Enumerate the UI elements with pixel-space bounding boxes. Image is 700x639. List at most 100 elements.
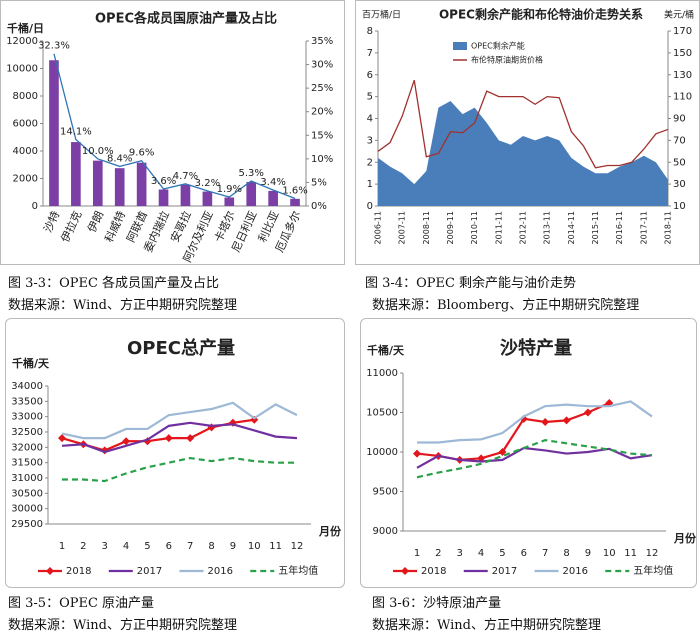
chart: OPEC总产量 29500300003050031000315003200032…	[5, 318, 345, 588]
line	[416, 402, 610, 462]
line	[417, 400, 653, 444]
caption: 图 3-3：OPEC 各成员国产量及占比	[8, 276, 220, 291]
x-tick-label: 2010-11	[470, 211, 479, 244]
data-label: 3.2%	[195, 178, 220, 189]
y2-tick-label: 0%	[311, 201, 327, 212]
x-tick-label: 2014-11	[567, 211, 576, 244]
line	[377, 80, 669, 169]
y-tick-label: 10000	[366, 447, 398, 458]
x-axis-label: 月份	[318, 524, 342, 538]
y2-tick-label: 30	[673, 179, 686, 190]
bar	[180, 184, 191, 206]
x-tick-label: 伊拉克	[58, 209, 85, 245]
x-tick-label: 2018-11	[664, 211, 673, 244]
x-tick-label: 8	[563, 548, 569, 559]
bar	[71, 142, 81, 206]
x-tick-label: 2016-11	[615, 211, 624, 244]
y2-tick-label: 50	[673, 157, 686, 168]
bar	[158, 189, 169, 206]
y-tick-label: 7	[367, 48, 373, 59]
y-axis-label: 千桶/天	[367, 343, 405, 357]
legend-label: 2017	[137, 566, 162, 577]
x-tick-label: 2	[435, 548, 441, 559]
marker	[58, 434, 66, 443]
x-tick-label: 2008-11	[422, 211, 431, 244]
legend-label: 2016	[563, 566, 588, 577]
bar	[136, 162, 147, 206]
y2-tick-label: 25%	[311, 83, 333, 94]
y-tick-label: 6000	[13, 119, 38, 130]
y-tick-label: 12000	[6, 36, 38, 47]
y-tick-label: 30000	[11, 504, 43, 515]
line	[62, 456, 297, 483]
data-label: 8.4%	[107, 153, 132, 164]
marker	[122, 437, 131, 446]
data-label: 4.7%	[173, 171, 198, 182]
y2-tick-label: 10	[673, 201, 686, 212]
y-axis-label: 千桶/日	[7, 21, 44, 35]
x-tick-label: 6	[521, 548, 527, 559]
x-tick-label: 2012-11	[519, 211, 528, 244]
x-tick-label: 12	[291, 541, 304, 552]
legend-marker	[401, 567, 409, 575]
source: 数据来源：Bloomberg、方正中期研究院整理	[372, 298, 640, 313]
y-tick-label: 0	[32, 201, 38, 212]
legend-marker	[46, 567, 54, 575]
bar	[246, 181, 257, 206]
x-tick-label: 10	[248, 541, 261, 552]
y-tick-label: 1	[367, 179, 373, 190]
line	[61, 401, 298, 440]
x-tick-label: 2015-11	[591, 211, 600, 244]
x-tick-label: 9	[230, 541, 236, 552]
chart-title: OPEC总产量	[127, 337, 235, 359]
bar	[92, 160, 103, 206]
legend-label: 五年均值	[633, 564, 673, 577]
y-tick-label: 9500	[373, 487, 398, 498]
y2-tick-label: 70	[673, 135, 686, 146]
x-tick-label: 5	[144, 541, 150, 552]
marker	[164, 434, 173, 443]
y2-tick-label: 20%	[311, 107, 333, 118]
legend-label: OPEC剩余产能	[471, 41, 525, 51]
data-label: 3.6%	[151, 176, 176, 187]
x-tick-label: 5	[499, 548, 505, 559]
chart-title: OPEC各成员国原油产量及占比	[95, 11, 277, 27]
y-tick-label: 33000	[11, 412, 43, 423]
x-tick-label: 12	[646, 548, 659, 559]
y-tick-label: 0	[367, 201, 373, 212]
marker	[498, 448, 507, 456]
y2-tick-label: 10%	[311, 154, 333, 165]
legend-label: 五年均值	[278, 564, 318, 577]
line	[53, 53, 296, 200]
marker	[562, 416, 571, 425]
legend-label: 2016	[208, 566, 233, 577]
x-tick-label: 沙特	[40, 209, 62, 235]
y-axis-label: 百万桶/日	[362, 9, 401, 21]
y2-tick-label: 30%	[311, 60, 333, 71]
chart-title: 沙特产量	[500, 337, 572, 359]
y-tick-label: 4000	[13, 146, 38, 157]
y-tick-label: 31500	[11, 458, 43, 469]
y-tick-label: 3	[367, 135, 373, 146]
y-tick-label: 6	[367, 70, 373, 81]
x-tick-label: 3	[102, 541, 108, 552]
caption: 图 3-4：OPEC 剩余产能与油价走势	[365, 276, 577, 291]
data-label: 1.9%	[217, 184, 242, 195]
y-tick-label: 29500	[11, 519, 43, 530]
y2-tick-label: 35%	[311, 36, 333, 47]
x-tick-label: 11	[624, 548, 637, 559]
y2-tick-label: 110	[673, 92, 692, 103]
y-tick-label: 10500	[366, 408, 398, 419]
chart-title: OPEC剩余产能和布伦特油价走势关系	[439, 7, 643, 22]
line	[416, 446, 653, 469]
x-tick-label: 2011-11	[494, 211, 503, 244]
x-tick-label: 9	[585, 548, 591, 559]
x-tick-label: 6	[166, 541, 172, 552]
marker	[541, 417, 550, 426]
y-tick-label: 2000	[13, 174, 38, 185]
y2-axis-label: 美元/桶	[664, 9, 694, 21]
data-label: 10.0%	[82, 146, 114, 157]
y-tick-label: 11000	[366, 368, 398, 379]
y-axis-label: 千桶/天	[12, 356, 50, 370]
